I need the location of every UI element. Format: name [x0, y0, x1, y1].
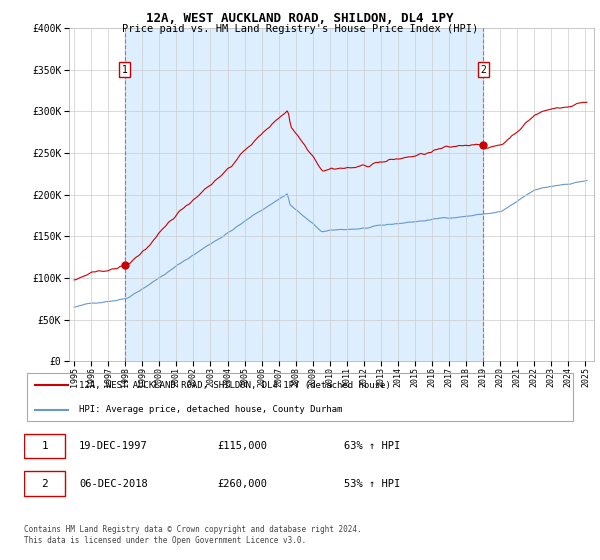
- Text: 12A, WEST AUCKLAND ROAD, SHILDON, DL4 1PY (detached house): 12A, WEST AUCKLAND ROAD, SHILDON, DL4 1P…: [79, 381, 391, 390]
- Text: Contains HM Land Registry data © Crown copyright and database right 2024.
This d: Contains HM Land Registry data © Crown c…: [24, 525, 362, 545]
- Text: 12A, WEST AUCKLAND ROAD, SHILDON, DL4 1PY: 12A, WEST AUCKLAND ROAD, SHILDON, DL4 1P…: [146, 12, 454, 25]
- Text: £115,000: £115,000: [217, 441, 267, 451]
- Text: 1: 1: [41, 441, 48, 451]
- Bar: [125, 28, 483, 361]
- Text: £260,000: £260,000: [217, 479, 267, 489]
- Text: HPI: Average price, detached house, County Durham: HPI: Average price, detached house, Coun…: [79, 405, 343, 414]
- FancyBboxPatch shape: [24, 472, 65, 496]
- Text: 2: 2: [480, 64, 486, 74]
- Text: 06-DEC-2018: 06-DEC-2018: [79, 479, 148, 489]
- Text: 19-DEC-1997: 19-DEC-1997: [79, 441, 148, 451]
- Text: 2: 2: [41, 479, 48, 489]
- FancyBboxPatch shape: [24, 434, 65, 459]
- Point: [478, 140, 487, 149]
- Text: 63% ↑ HPI: 63% ↑ HPI: [344, 441, 400, 451]
- Text: Price paid vs. HM Land Registry's House Price Index (HPI): Price paid vs. HM Land Registry's House …: [122, 24, 478, 34]
- Text: 53% ↑ HPI: 53% ↑ HPI: [344, 479, 400, 489]
- Point: [120, 261, 130, 270]
- Text: 1: 1: [122, 64, 128, 74]
